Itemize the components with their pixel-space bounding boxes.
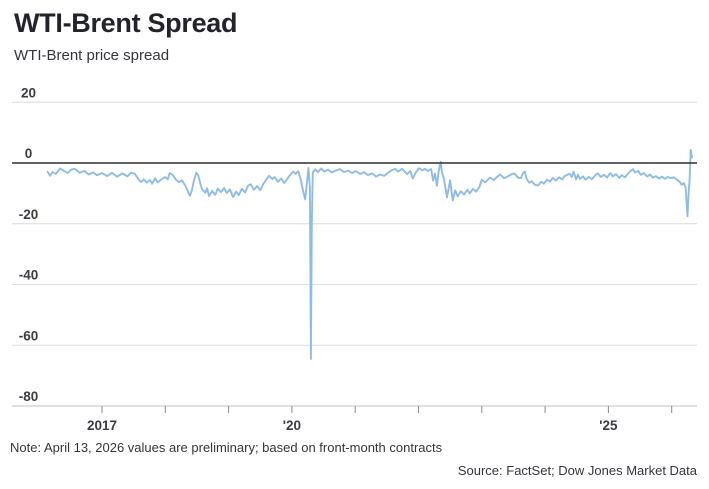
x-tick-label: '20 xyxy=(283,418,301,433)
page-title: WTI-Brent Spread xyxy=(14,8,238,38)
y-tick-label: -40 xyxy=(19,268,39,283)
series-line xyxy=(46,148,693,360)
y-tick-label: 20 xyxy=(21,85,36,100)
y-tick-label: -20 xyxy=(19,207,39,222)
source-credit: Source: FactSet; Dow Jones Market Data xyxy=(457,463,697,478)
chart-subtitle: WTI-Brent price spread xyxy=(14,47,170,64)
y-tick-label: -80 xyxy=(19,389,39,404)
x-tick-label: 2017 xyxy=(87,418,117,433)
y-tick-label: -60 xyxy=(19,328,39,343)
y-tick-label: 0 xyxy=(25,146,33,161)
x-tick-label: '25 xyxy=(599,418,618,433)
footnote: Note: April 13, 2026 values are prelimin… xyxy=(10,440,443,455)
